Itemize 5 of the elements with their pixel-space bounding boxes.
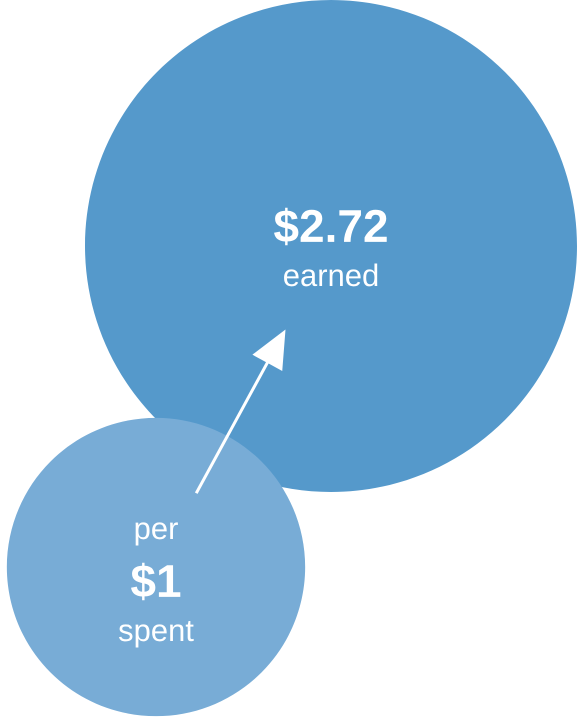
text: per <box>136 522 178 546</box>
data-label: $2.72 <box>274 208 387 246</box>
data-label: $1 <box>131 562 180 600</box>
category-label: spent <box>118 620 194 648</box>
category-label: earned <box>284 264 378 286</box>
